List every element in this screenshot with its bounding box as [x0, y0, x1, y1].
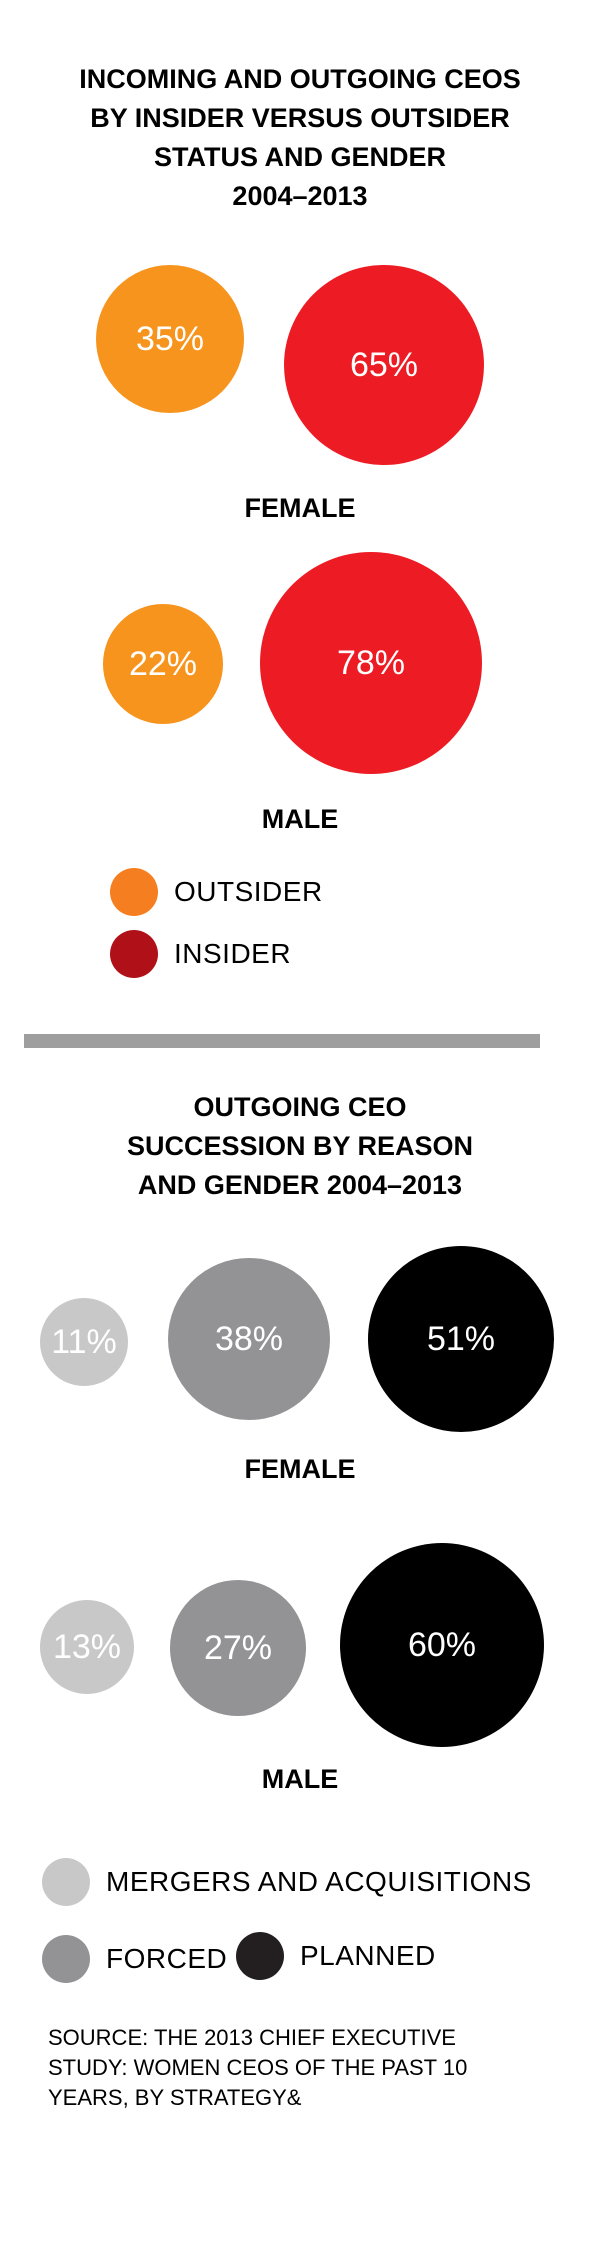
- bubble-male-planned: 60%: [340, 1543, 544, 1747]
- chart2-title-line: SUCCESSION BY REASON: [126, 1131, 474, 1161]
- bubble-male-outsider: 22%: [103, 604, 223, 724]
- chart1-title-line: BY INSIDER VERSUS OUTSIDER: [90, 103, 510, 133]
- bubble-male-insider: 78%: [260, 552, 482, 774]
- source-line: STUDY: WOMEN CEOS OF THE PAST 10: [48, 2055, 468, 2080]
- value-label: 27%: [203, 1628, 273, 1667]
- group-label-female: FEMALE: [244, 493, 356, 523]
- source-line: SOURCE: THE 2013 CHIEF EXECUTIVE: [48, 2025, 456, 2050]
- legend-label: FORCED: [106, 1943, 228, 1974]
- group-label-male: MALE: [261, 1764, 339, 1794]
- legend-label: INSIDER: [174, 938, 292, 969]
- value-label: 60%: [407, 1625, 477, 1664]
- legend-item-mergers: MERGERS AND ACQUISITIONS: [42, 1858, 532, 1906]
- bubble-female-insider: 65%: [284, 265, 484, 465]
- value-label: 38%: [214, 1319, 284, 1358]
- legend-item-outsider: OUTSIDER: [110, 868, 323, 916]
- value-label: 65%: [349, 345, 419, 384]
- bubble-male-forced: 27%: [170, 1580, 306, 1716]
- value-label: 78%: [336, 643, 406, 682]
- chart2-title-line: AND GENDER 2004–2013: [137, 1170, 463, 1200]
- chart2-title: OUTGOING CEO SUCCESSION BY REASON AND GE…: [0, 1088, 600, 1205]
- legend-dot-outsider: [110, 868, 158, 916]
- legend-label: MERGERS AND ACQUISITIONS: [106, 1866, 532, 1897]
- legend-item-insider: INSIDER: [110, 930, 291, 978]
- legend-dot-mergers: [42, 1858, 90, 1906]
- bubble-male-mergers: 13%: [40, 1600, 134, 1694]
- legend-item-forced: FORCED: [42, 1935, 227, 1983]
- group-label-male: MALE: [261, 804, 339, 834]
- source-line: YEARS, BY STRATEGY&: [48, 2085, 302, 2110]
- value-label: 13%: [52, 1627, 122, 1666]
- value-label: 35%: [135, 319, 205, 358]
- legend-label: PLANNED: [300, 1940, 436, 1971]
- chart1-title-line: INCOMING AND OUTGOING CEOS: [79, 64, 521, 94]
- group-label-female: FEMALE: [244, 1454, 356, 1484]
- chart1-title-line: 2004–2013: [232, 181, 368, 211]
- source-note: SOURCE: THE 2013 CHIEF EXECUTIVE STUDY: …: [48, 2023, 518, 2113]
- bubble-female-mergers: 11%: [40, 1298, 128, 1386]
- legend-label: OUTSIDER: [174, 876, 323, 907]
- chart2-title-line: OUTGOING CEO: [193, 1092, 407, 1122]
- value-label: 11%: [51, 1322, 117, 1361]
- legend-item-planned: PLANNED: [236, 1932, 436, 1980]
- bubble-female-planned: 51%: [368, 1246, 554, 1432]
- value-label: 51%: [426, 1319, 496, 1358]
- value-label: 22%: [128, 644, 198, 683]
- chart1-title: INCOMING AND OUTGOING CEOS BY INSIDER VE…: [0, 60, 600, 216]
- legend-dot-forced: [42, 1935, 90, 1983]
- bubble-female-outsider: 35%: [96, 265, 244, 413]
- legend-dot-planned: [236, 1932, 284, 1980]
- legend-dot-insider: [110, 930, 158, 978]
- section-divider: [24, 1034, 540, 1048]
- chart1-title-line: STATUS AND GENDER: [153, 142, 446, 172]
- bubble-female-forced: 38%: [168, 1258, 330, 1420]
